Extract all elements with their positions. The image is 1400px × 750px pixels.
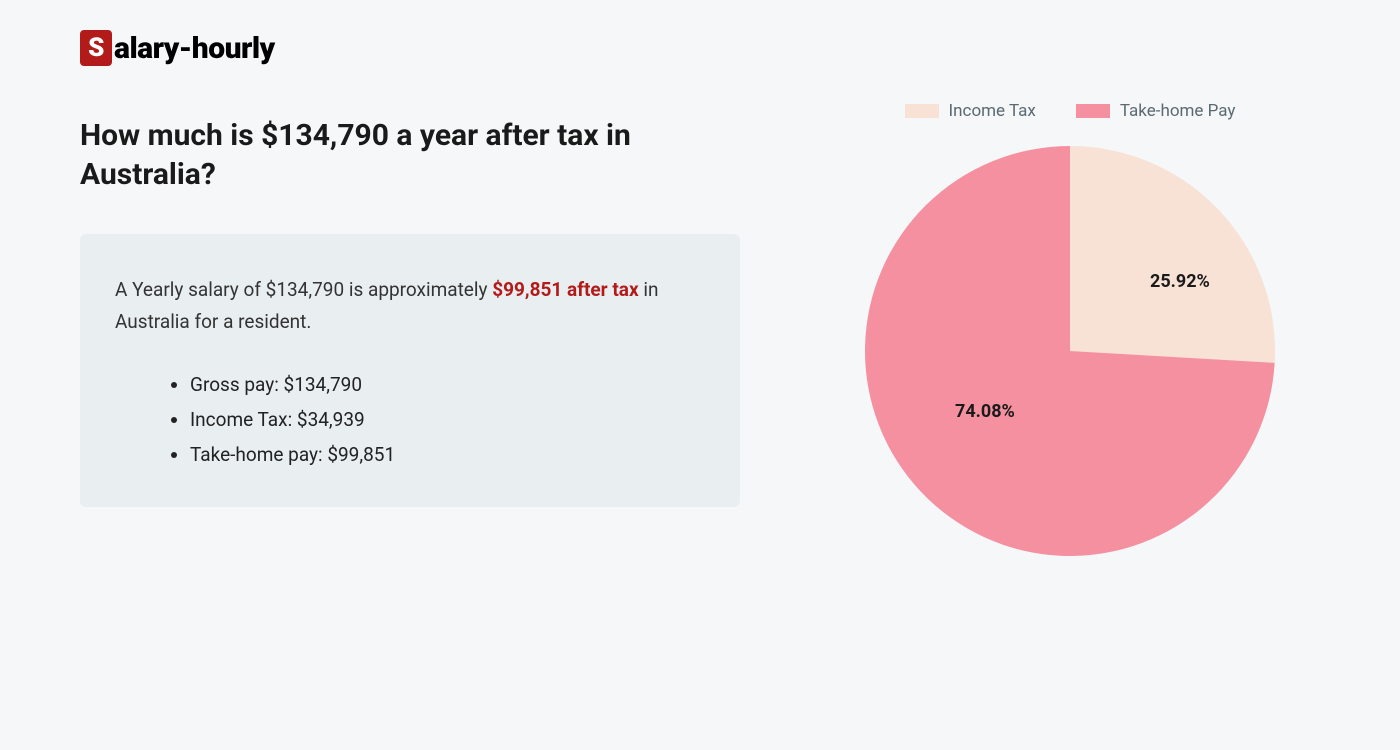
list-item: Gross pay: $134,790 [190,367,705,402]
summary-pre: A Yearly salary of $134,790 is approxima… [115,278,492,301]
logo-badge: S [80,30,112,66]
legend-label: Income Tax [949,101,1036,121]
content-row: How much is $134,790 a year after tax in… [80,116,1320,561]
legend-swatch [1076,104,1110,118]
legend-swatch [905,104,939,118]
legend-item-take-home: Take-home Pay [1076,101,1236,121]
chart-legend: Income Tax Take-home Pay [905,101,1236,121]
pie-svg [860,141,1280,561]
left-column: How much is $134,790 a year after tax in… [80,116,740,507]
page-title: How much is $134,790 a year after tax in… [80,116,740,194]
pie-slice-label: 74.08% [955,401,1015,422]
list-item: Income Tax: $34,939 [190,402,705,437]
logo-text: alary-hourly [114,31,275,66]
legend-label: Take-home Pay [1120,101,1236,121]
logo: Salary-hourly [80,30,1320,66]
pie-slice-label: 25.92% [1150,271,1210,292]
chart-column: Income Tax Take-home Pay 25.92% 74.08% [820,101,1320,561]
legend-item-income-tax: Income Tax [905,101,1036,121]
list-item: Take-home pay: $99,851 [190,437,705,472]
summary-box: A Yearly salary of $134,790 is approxima… [80,234,740,507]
summary-sentence: A Yearly salary of $134,790 is approxima… [115,274,705,339]
pie-chart: 25.92% 74.08% [860,141,1280,561]
summary-highlight: $99,851 after tax [492,278,638,301]
summary-list: Gross pay: $134,790 Income Tax: $34,939 … [115,367,705,472]
